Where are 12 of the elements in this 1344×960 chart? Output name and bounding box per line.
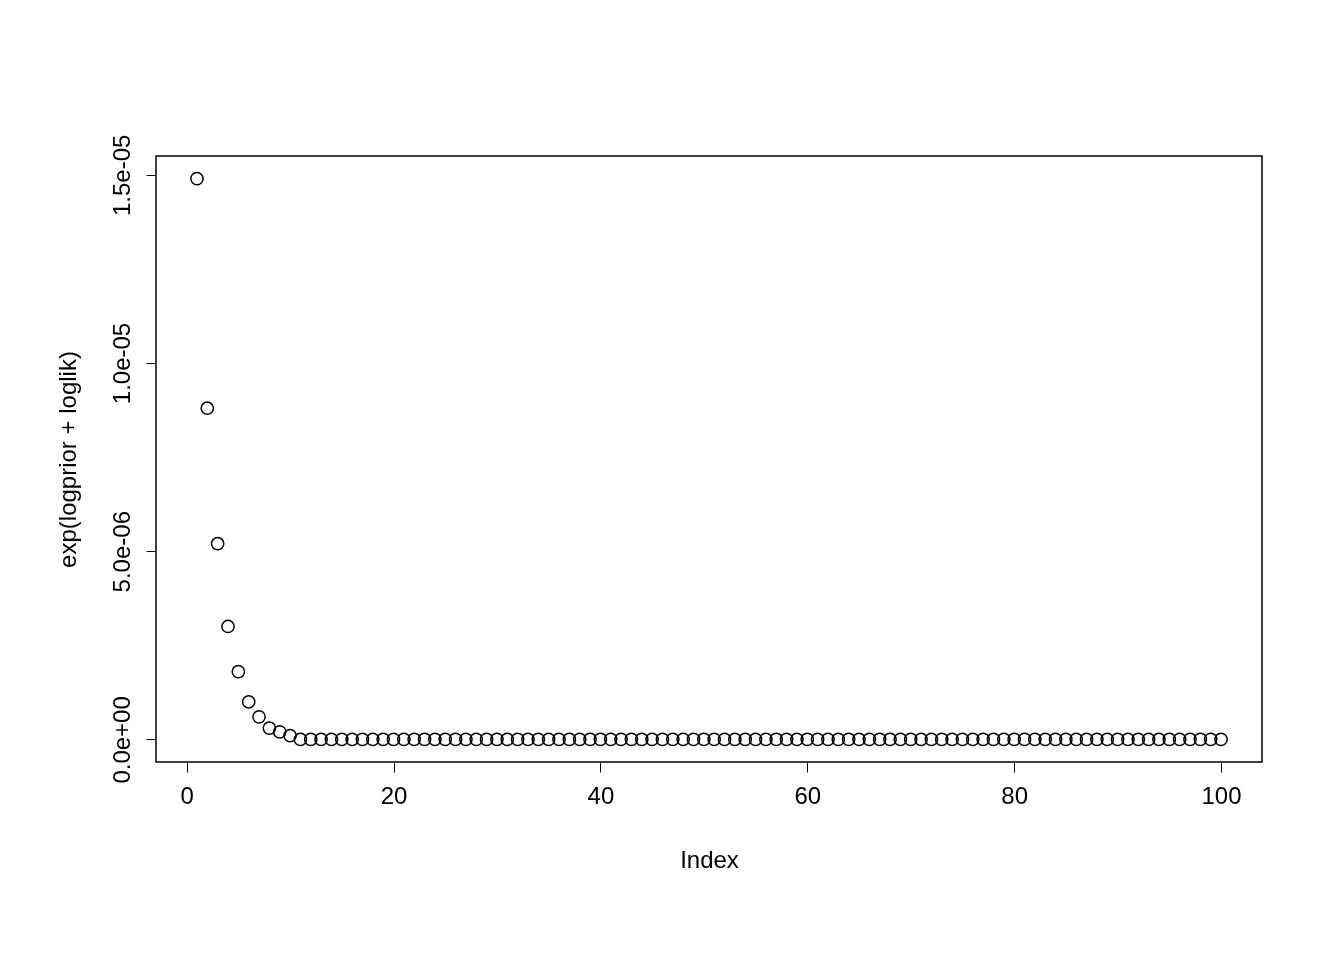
x-tick-label: 20 [380,781,408,809]
y-tick-label: 1.0e-05 [107,322,135,405]
x-tick-label: 60 [794,781,822,809]
y-tick-label: 0.0e+00 [107,696,135,784]
y-tick-label: 5.0e-06 [107,511,135,593]
x-tick-label: 100 [1201,781,1242,809]
y-axis-title: exp(logprior + loglik) [53,351,81,568]
x-tick-label: 40 [587,781,615,809]
y-tick-label: 1.5e-05 [107,134,135,217]
x-axis-title: Index [680,845,739,873]
x-tick-label: 0 [180,781,194,809]
x-tick-label: 80 [1001,781,1028,809]
